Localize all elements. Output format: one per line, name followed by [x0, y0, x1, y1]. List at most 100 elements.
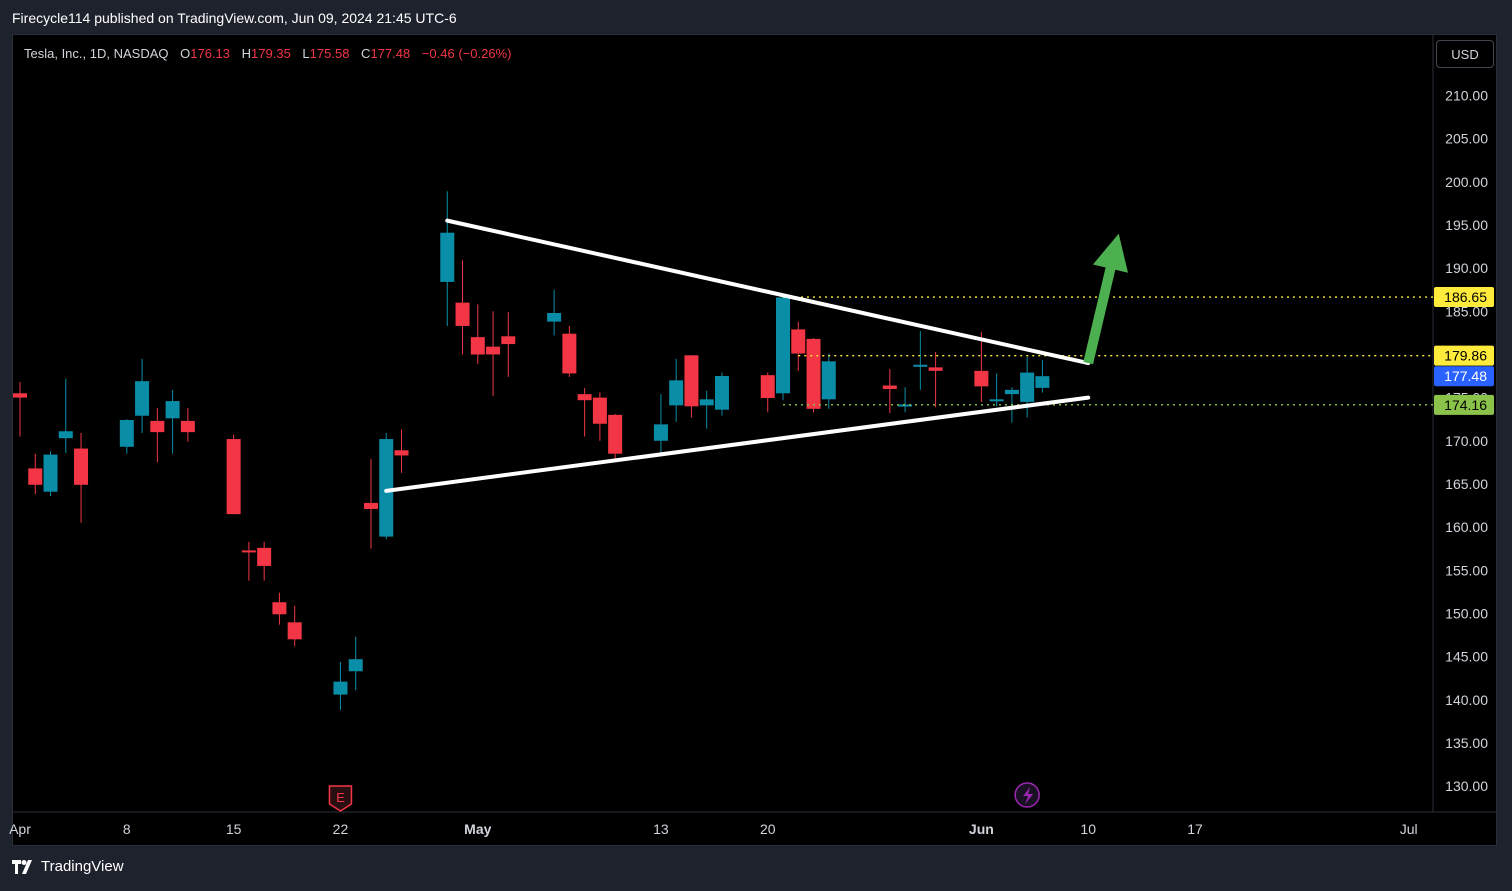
candle-body[interactable]	[226, 439, 241, 515]
candle-body[interactable]	[989, 399, 1004, 402]
candle-body[interactable]	[608, 414, 623, 454]
candle-body[interactable]	[455, 302, 470, 326]
x-tick-label: Jul	[1400, 821, 1418, 837]
trendline[interactable]	[384, 395, 1091, 493]
y-tick-label: 170.00	[1445, 433, 1488, 449]
y-tick-label: 135.00	[1445, 735, 1488, 751]
x-tick-label: 13	[653, 821, 669, 837]
breakout-arrow[interactable]	[1083, 233, 1128, 365]
open-key: O	[180, 46, 191, 61]
candle-body[interactable]	[180, 420, 195, 433]
x-tick-label: 10	[1080, 821, 1096, 837]
change-value: −0.46 (−0.26%)	[421, 46, 512, 61]
candle-body[interactable]	[13, 393, 27, 398]
level-price-tag-bg	[1434, 345, 1494, 366]
candle-body[interactable]	[760, 375, 775, 399]
candle-body[interactable]	[394, 450, 409, 456]
candle-body[interactable]	[150, 420, 165, 433]
candle-body[interactable]	[379, 439, 394, 537]
trendline[interactable]	[445, 218, 1091, 366]
tradingview-brand: TradingView	[41, 858, 124, 875]
candle-body[interactable]	[470, 337, 485, 355]
candle-body[interactable]	[562, 333, 577, 374]
candle-body[interactable]	[714, 376, 729, 410]
candle-body[interactable]	[669, 380, 684, 406]
y-tick-label: 150.00	[1445, 605, 1488, 621]
candle-body[interactable]	[333, 681, 348, 695]
candle-body[interactable]	[1004, 389, 1019, 395]
tradingview-logo[interactable]: TradingView	[12, 858, 124, 875]
tradingview-icon	[12, 859, 32, 874]
candle-body[interactable]	[241, 550, 256, 553]
candle-body[interactable]	[974, 370, 989, 387]
x-tick-label: 22	[333, 821, 349, 837]
candle-body[interactable]	[287, 622, 302, 640]
candle-body[interactable]	[928, 367, 943, 371]
candle-body[interactable]	[257, 547, 272, 566]
high-key: H	[241, 46, 252, 61]
earnings-marker-icon[interactable]	[328, 785, 353, 812]
candle-body[interactable]	[791, 329, 806, 354]
level-price-tag-bg	[1434, 394, 1494, 415]
x-tick-label: 8	[123, 821, 131, 837]
candle-body[interactable]	[821, 361, 836, 400]
candle-body[interactable]	[806, 338, 821, 409]
y-tick-label: 210.00	[1445, 87, 1488, 103]
candle-body[interactable]	[486, 346, 501, 355]
candle-body[interactable]	[135, 381, 150, 416]
x-tick-label: 20	[760, 821, 776, 837]
y-tick-label: 155.00	[1445, 562, 1488, 578]
publish-header: Firecycle114 published on TradingView.co…	[12, 10, 457, 26]
candle-body[interactable]	[165, 401, 180, 419]
candle-body[interactable]	[348, 659, 363, 672]
y-tick-label: 190.00	[1445, 260, 1488, 276]
level-price-tag-bg	[1434, 287, 1494, 308]
close-key: C	[361, 46, 371, 61]
candle-body[interactable]	[28, 468, 43, 485]
price-axis[interactable]	[1433, 35, 1495, 812]
candle-body[interactable]	[898, 404, 913, 407]
candle-body[interactable]	[501, 336, 516, 345]
candle-body[interactable]	[1020, 372, 1035, 402]
symbol-legend: Tesla, Inc., 1D, NASDAQ O176.13 H179.35 …	[24, 46, 511, 61]
y-tick-label: 200.00	[1445, 174, 1488, 190]
symbol-name: Tesla, Inc., 1D, NASDAQ	[24, 46, 169, 61]
level-price-tag: 174.16	[1444, 397, 1487, 413]
candle-body[interactable]	[119, 420, 134, 447]
y-tick-label: 195.00	[1445, 217, 1488, 233]
candle-body[interactable]	[653, 424, 668, 441]
y-tick-label: 145.00	[1445, 649, 1488, 665]
candle-body[interactable]	[577, 394, 592, 401]
candle-body[interactable]	[547, 312, 562, 322]
candle-body[interactable]	[592, 397, 607, 424]
open-value: 176.13	[190, 46, 231, 61]
candle-body[interactable]	[272, 602, 287, 615]
level-price-tag: 179.86	[1444, 348, 1487, 364]
y-tick-label: 185.00	[1445, 303, 1488, 319]
candle-body[interactable]	[882, 385, 897, 389]
candle-body[interactable]	[776, 297, 790, 394]
candle-body[interactable]	[684, 355, 699, 407]
candle-body[interactable]	[440, 232, 455, 282]
candle-body[interactable]	[74, 448, 89, 485]
x-tick-label: Apr	[9, 821, 31, 837]
candle-body[interactable]	[363, 502, 378, 509]
x-tick-label: Jun	[969, 821, 994, 837]
x-tick-label: May	[464, 821, 491, 837]
candle-body[interactable]	[58, 431, 73, 439]
last-price-tag-bg	[1434, 366, 1494, 387]
candle-body[interactable]	[43, 454, 58, 492]
high-value: 179.35	[251, 46, 291, 61]
lightning-bolt-glyph	[1023, 787, 1034, 804]
y-tick-label: 130.00	[1445, 778, 1488, 794]
close-value: 177.48	[370, 46, 411, 61]
y-tick-label: 140.00	[1445, 692, 1488, 708]
y-tick-label: 205.00	[1445, 131, 1488, 147]
candle-body[interactable]	[913, 364, 928, 367]
level-price-tag: 186.65	[1444, 289, 1487, 305]
currency-button[interactable]: USD	[1436, 40, 1494, 68]
candle-body[interactable]	[699, 399, 714, 406]
candle-body[interactable]	[1035, 376, 1050, 388]
y-tick-label: 160.00	[1445, 519, 1488, 535]
